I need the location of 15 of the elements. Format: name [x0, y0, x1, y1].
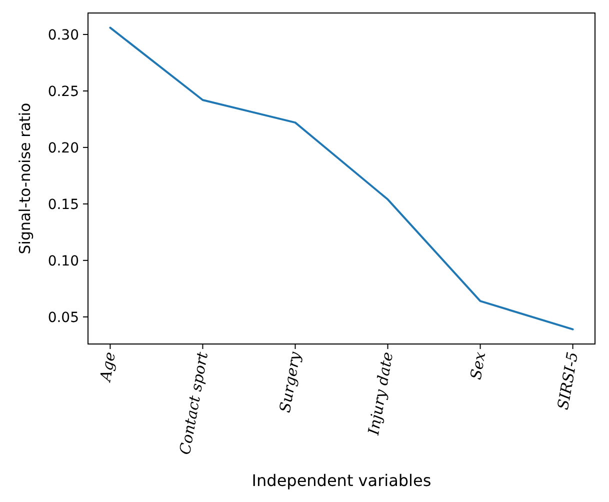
y-tick-label: 0.15 — [48, 196, 79, 213]
y-tick-label: 0.20 — [48, 140, 79, 156]
y-axis-title: Signal-to-noise ratio — [16, 102, 34, 254]
x-tick-label: Sex — [466, 350, 490, 381]
y-tick-label: 0.30 — [48, 27, 79, 44]
x-tick-label: Injury date — [364, 350, 397, 438]
line-series — [109, 26, 574, 330]
x-axis-title: Independent variables — [252, 471, 432, 490]
y-tick-label: 0.10 — [48, 253, 79, 270]
y-tick-label: 0.25 — [48, 84, 79, 100]
y-tick-label: 0.05 — [48, 310, 79, 326]
x-tick-label: SIRSI-5 — [554, 350, 582, 412]
x-tick-label: Surgery — [276, 350, 304, 414]
x-tick-label: Contact sport — [176, 350, 212, 456]
x-tick-label: Age — [96, 350, 120, 385]
